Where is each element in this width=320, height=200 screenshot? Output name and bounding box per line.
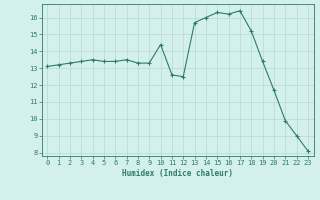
- X-axis label: Humidex (Indice chaleur): Humidex (Indice chaleur): [122, 169, 233, 178]
